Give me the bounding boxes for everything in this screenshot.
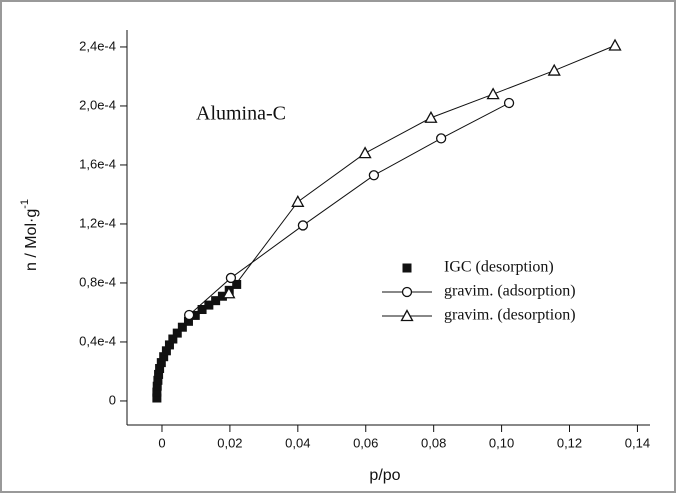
- data-point: [190, 310, 200, 320]
- data-point: [177, 322, 187, 332]
- series-line: [188, 102, 510, 316]
- y-tick-label: 0,4e-4: [79, 333, 116, 348]
- y-tick-label: 1,6e-4: [79, 156, 116, 171]
- data-point: [358, 146, 372, 159]
- y-axis-title: n / Mol·g-1: [19, 199, 40, 271]
- data-point: [154, 369, 164, 379]
- x-tick-label: 0,12: [557, 435, 582, 450]
- x-tick-label: 0,08: [421, 435, 446, 450]
- legend-marker: [401, 286, 413, 298]
- data-point: [608, 38, 622, 51]
- x-tick-label: 0,04: [285, 435, 310, 450]
- legend-label: IGC (desorption): [444, 259, 554, 276]
- data-point: [152, 393, 162, 403]
- data-point: [152, 381, 162, 391]
- legend-label: gravim. (adsorption): [444, 283, 576, 300]
- data-point: [197, 305, 207, 315]
- data-point: [161, 346, 171, 356]
- data-point: [183, 316, 193, 326]
- data-point: [152, 387, 162, 397]
- data-point: [424, 110, 438, 123]
- y-axis-title-main: n / Mol·g: [23, 209, 40, 271]
- x-tick-label: 0,02: [217, 435, 242, 450]
- x-tick-label: 0,10: [489, 435, 514, 450]
- data-point: [547, 63, 561, 76]
- y-tick-label: 1,2e-4: [79, 215, 116, 230]
- data-point: [291, 194, 305, 207]
- data-point: [153, 375, 163, 385]
- data-point: [217, 291, 227, 301]
- data-point: [204, 300, 214, 310]
- data-point: [168, 334, 178, 344]
- data-point: [225, 272, 237, 284]
- y-tick-label: 2,4e-4: [79, 38, 116, 53]
- x-tick-label: 0,06: [353, 435, 378, 450]
- data-point: [232, 279, 242, 289]
- data-point: [222, 286, 236, 299]
- annotation: Alumina-C: [196, 103, 286, 125]
- data-point: [486, 87, 500, 100]
- x-axis-title: p/po: [369, 467, 400, 484]
- data-point: [172, 328, 182, 338]
- data-point: [156, 358, 166, 368]
- data-point: [368, 170, 380, 181]
- legend-marker: [402, 263, 412, 273]
- data-point: [164, 340, 174, 350]
- y-tick-label: 2,0e-4: [79, 97, 116, 112]
- y-tick-label: 0: [109, 392, 116, 407]
- data-point: [435, 133, 447, 144]
- x-tick-label: 0: [158, 435, 165, 450]
- data-point: [183, 309, 195, 321]
- legend-marker: [400, 309, 414, 322]
- legend-label: gravim. (desorption): [444, 307, 576, 324]
- data-point: [211, 296, 221, 306]
- data-point: [159, 352, 169, 362]
- data-point: [155, 364, 165, 374]
- data-point: [503, 97, 515, 109]
- data-point: [297, 220, 309, 231]
- y-axis-title-sup: -1: [19, 199, 31, 209]
- x-tick-label: 0,14: [625, 435, 650, 450]
- y-tick-label: 0,8e-4: [79, 274, 116, 289]
